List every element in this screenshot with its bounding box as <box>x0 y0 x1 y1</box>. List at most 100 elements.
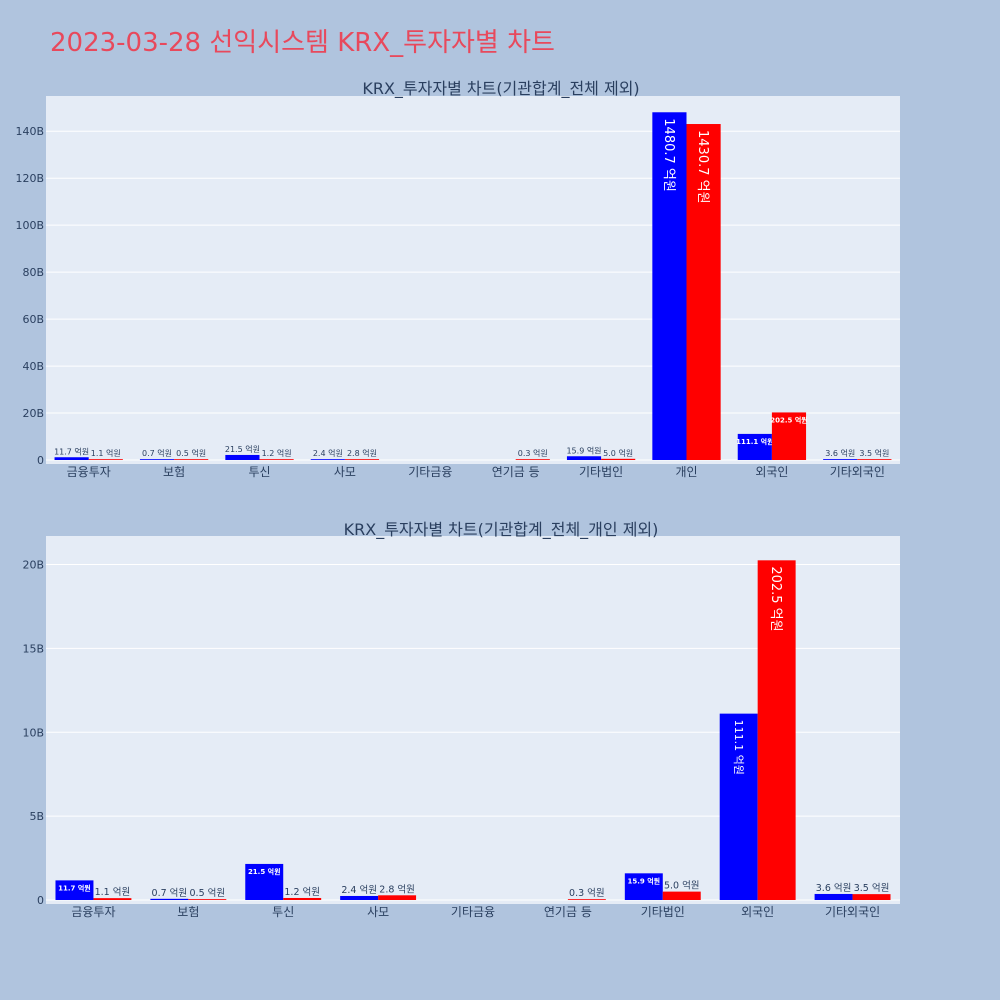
data-label: 21.5 억원 <box>248 867 281 876</box>
data-label: 15.9 억원 <box>628 876 661 885</box>
data-label: 111.1 억원 <box>732 720 745 775</box>
bar <box>566 456 602 460</box>
y-tick-label: 0 <box>37 454 44 467</box>
bar <box>737 433 772 460</box>
x-tick-label: 금융투자 <box>71 905 115 919</box>
y-tick-label: 100B <box>15 219 44 232</box>
data-label: 3.5 억원 <box>854 882 890 894</box>
data-label: 0.7 억원 <box>152 887 188 899</box>
bar <box>54 457 89 460</box>
data-label: 2.8 억원 <box>347 448 377 458</box>
data-label: 0.5 억원 <box>176 448 206 458</box>
x-tick-label: 기타법인 <box>641 905 685 919</box>
x-tick-label: 기타외국인 <box>830 465 885 479</box>
y-tick-label: 140B <box>15 125 44 138</box>
data-label: 1430.7 억원 <box>695 130 710 204</box>
bar <box>662 891 701 900</box>
data-label: 0.3 억원 <box>569 887 605 899</box>
bar <box>686 124 721 460</box>
bar <box>310 459 345 460</box>
chart-title: KRX_투자자별 차트(기관합계_전체 제외) <box>362 79 639 99</box>
bar <box>259 459 294 460</box>
page-title: 2023-03-28 선익시스템 KRX_투자자별 차트 <box>50 28 555 58</box>
bar <box>340 895 379 900</box>
y-tick-label: 20B <box>22 559 44 572</box>
data-label: 15.9 억원 <box>566 445 601 455</box>
x-tick-label: 연기금 등 <box>492 465 540 479</box>
data-label: 11.7 억원 <box>54 446 89 456</box>
bar <box>771 412 807 460</box>
data-label: 1.1 억원 <box>91 448 121 458</box>
data-label: 1.1 억원 <box>95 886 131 898</box>
x-tick-label: 개인 <box>675 465 697 479</box>
data-label: 5.0 억원 <box>603 448 633 458</box>
bar <box>245 863 284 900</box>
bar <box>225 454 260 460</box>
bar <box>55 880 94 900</box>
bar <box>188 899 227 900</box>
chart-title: KRX_투자자별 차트(기관합계_전체_개인 제외) <box>344 520 659 540</box>
y-tick-label: 120B <box>15 172 44 185</box>
data-label: 2.4 억원 <box>313 448 343 458</box>
x-tick-label: 기타외국인 <box>825 905 880 919</box>
data-label: 202.5 억원 <box>768 566 783 631</box>
data-label: 0.7 억원 <box>142 448 172 458</box>
x-tick-label: 연기금 등 <box>544 905 592 919</box>
bar <box>344 459 380 460</box>
plot-area <box>46 96 900 464</box>
bar <box>378 895 417 900</box>
bar <box>174 459 209 460</box>
data-label: 3.6 억원 <box>825 448 855 458</box>
bar <box>652 112 687 460</box>
data-label: 1.2 억원 <box>262 448 292 458</box>
x-tick-label: 사모 <box>367 905 389 919</box>
y-tick-label: 20B <box>22 407 44 420</box>
bar <box>150 898 189 900</box>
data-label: 21.5 억원 <box>225 444 260 454</box>
bar <box>757 560 796 900</box>
bar <box>567 899 606 900</box>
y-tick-label: 40B <box>22 360 44 373</box>
x-tick-label: 보험 <box>177 905 199 919</box>
x-tick-label: 기타법인 <box>579 465 623 479</box>
x-tick-label: 기타금융 <box>451 905 495 919</box>
x-tick-label: 외국인 <box>755 465 788 479</box>
x-tick-label: 보험 <box>163 465 185 479</box>
bar <box>823 459 858 460</box>
data-label: 5.0 억원 <box>664 880 700 892</box>
x-tick-label: 금융투자 <box>67 465 111 479</box>
y-tick-label: 15B <box>22 642 44 655</box>
data-label: 2.8 억원 <box>379 883 415 895</box>
data-label: 1480.7 억원 <box>661 118 676 192</box>
bar <box>857 459 892 460</box>
y-tick-label: 80B <box>22 266 44 279</box>
data-label: 11.7 억원 <box>58 883 91 892</box>
data-label: 3.5 억원 <box>859 448 889 458</box>
data-label: 111.1 억원 <box>736 437 773 446</box>
y-tick-label: 10B <box>22 726 44 739</box>
data-label: 202.5 억원 <box>770 415 807 424</box>
data-label: 3.6 억원 <box>816 882 852 894</box>
bar <box>88 459 123 460</box>
x-tick-label: 투신 <box>248 465 270 479</box>
x-tick-label: 사모 <box>334 465 356 479</box>
bar <box>624 873 663 900</box>
data-label: 0.3 억원 <box>518 448 548 458</box>
bar <box>601 458 636 460</box>
data-label: 1.2 억원 <box>284 886 320 898</box>
y-tick-label: 5B <box>29 810 44 823</box>
bar <box>719 713 758 900</box>
x-tick-label: 외국인 <box>741 905 774 919</box>
x-tick-label: 기타금융 <box>408 465 452 479</box>
bar <box>283 897 322 900</box>
investor-chart-top: KRX_투자자별 차트(기관합계_전체 제외) 0 20B 40B 60B 80B 100B… <box>15 79 900 479</box>
bar <box>139 459 175 460</box>
data-label: 2.4 억원 <box>341 884 377 896</box>
bar <box>814 893 853 900</box>
bar <box>93 898 132 900</box>
data-label: 0.5 억원 <box>190 887 226 899</box>
x-tick-label: 투신 <box>272 905 294 919</box>
y-tick-label: 60B <box>22 313 44 326</box>
bar <box>515 459 550 460</box>
